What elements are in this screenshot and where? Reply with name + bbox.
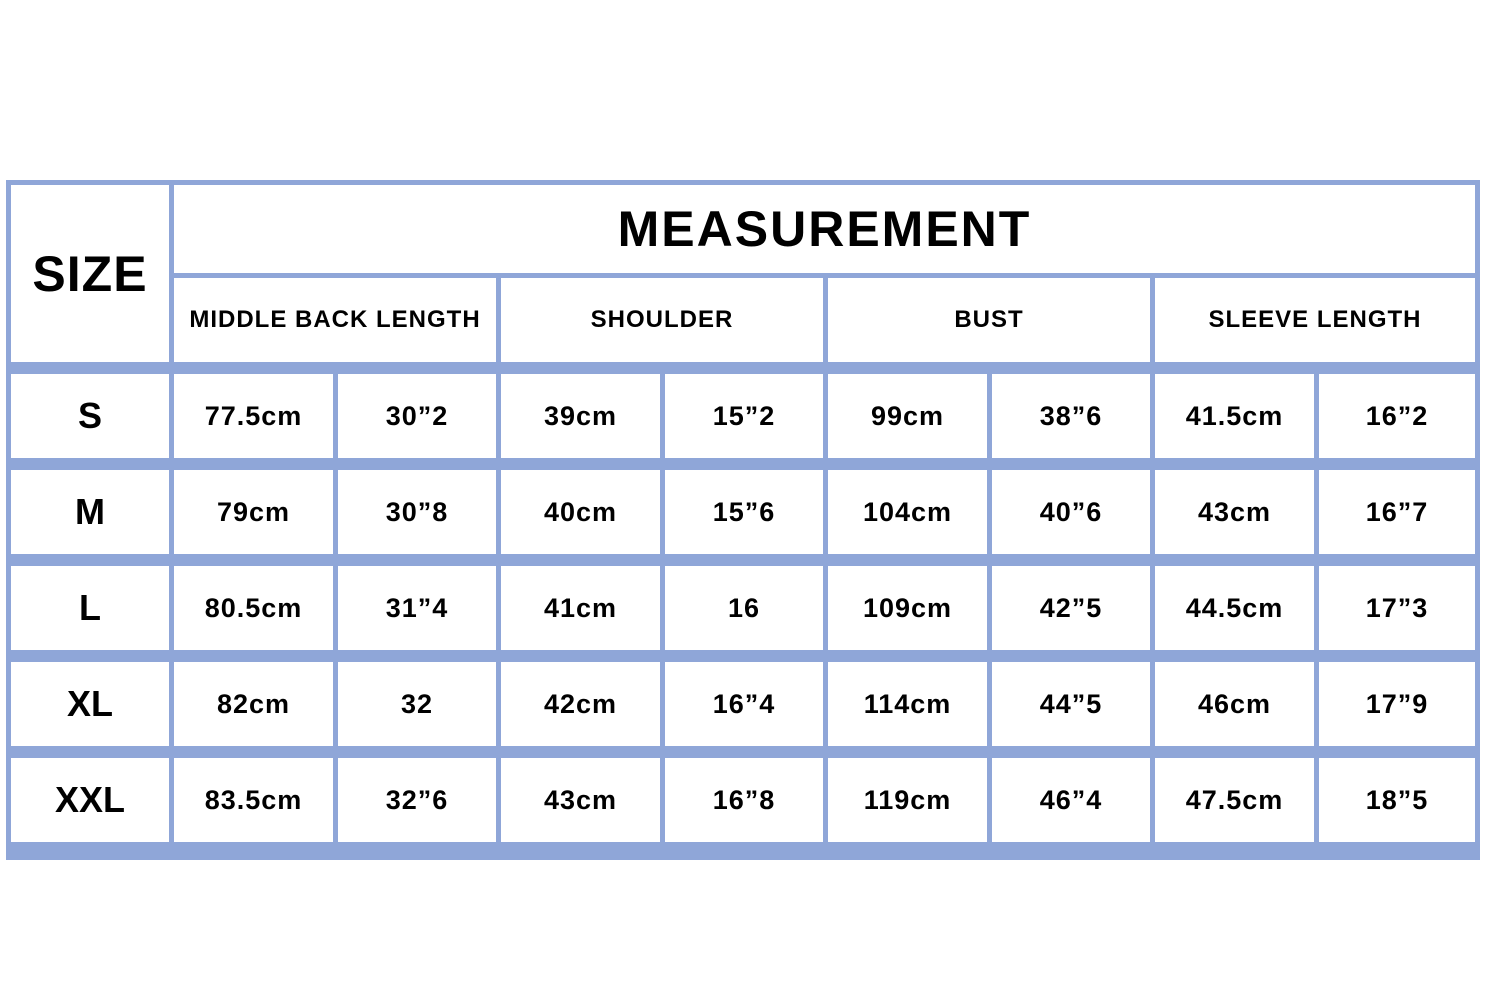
size-label-l: L <box>11 566 169 650</box>
measurement-cell: 16”4 <box>665 662 823 746</box>
size-label-s: S <box>11 374 169 458</box>
measurement-cell: 32 <box>338 662 496 746</box>
measurement-cell: 16 <box>665 566 823 650</box>
measurement-cell: 32”6 <box>338 758 496 842</box>
measurement-cell: 77.5cm <box>174 374 333 458</box>
column-header-bust: BUST <box>828 278 1150 362</box>
measurement-cell: 80.5cm <box>174 566 333 650</box>
column-header-sleeve-length: SLEEVE LENGTH <box>1155 278 1475 362</box>
column-header-shoulder: SHOULDER <box>501 278 823 362</box>
size-label-xl: XL <box>11 662 169 746</box>
measurement-cell: 30”2 <box>338 374 496 458</box>
measurement-cell: 42cm <box>501 662 660 746</box>
measurement-cell: 43cm <box>1155 470 1314 554</box>
measurement-cell: 46”4 <box>992 758 1150 842</box>
measurement-cell: 43cm <box>501 758 660 842</box>
measurement-cell: 31”4 <box>338 566 496 650</box>
measurement-cell: 17”9 <box>1319 662 1475 746</box>
measurement-cell: 83.5cm <box>174 758 333 842</box>
size-label-m: M <box>11 470 169 554</box>
size-measurement-table: SIZE MEASUREMENT MIDDLE BACK LENGTH SHOUL… <box>6 180 1480 860</box>
measurement-cell: 119cm <box>828 758 987 842</box>
measurement-cell: 104cm <box>828 470 987 554</box>
measurement-cell: 114cm <box>828 662 987 746</box>
measurement-title: MEASUREMENT <box>174 185 1475 273</box>
measurement-cell: 41.5cm <box>1155 374 1314 458</box>
measurement-cell: 44”5 <box>992 662 1150 746</box>
measurement-cell: 16”8 <box>665 758 823 842</box>
size-label-xxl: XXL <box>11 758 169 842</box>
measurement-cell: 40”6 <box>992 470 1150 554</box>
measurement-cell: 16”7 <box>1319 470 1475 554</box>
measurement-cell: 18”5 <box>1319 758 1475 842</box>
measurement-cell: 38”6 <box>992 374 1150 458</box>
measurement-cell: 109cm <box>828 566 987 650</box>
measurement-cell: 42”5 <box>992 566 1150 650</box>
measurement-cell: 79cm <box>174 470 333 554</box>
measurement-cell: 17”3 <box>1319 566 1475 650</box>
measurement-cell: 44.5cm <box>1155 566 1314 650</box>
measurement-cell: 30”8 <box>338 470 496 554</box>
measurement-cell: 40cm <box>501 470 660 554</box>
measurement-cell: 41cm <box>501 566 660 650</box>
measurement-cell: 82cm <box>174 662 333 746</box>
column-header-middle-back-length: MIDDLE BACK LENGTH <box>174 278 496 362</box>
measurement-cell: 15”2 <box>665 374 823 458</box>
measurement-cell: 47.5cm <box>1155 758 1314 842</box>
size-header: SIZE <box>11 185 169 362</box>
measurement-cell: 15”6 <box>665 470 823 554</box>
measurement-cell: 39cm <box>501 374 660 458</box>
measurement-cell: 46cm <box>1155 662 1314 746</box>
measurement-cell: 99cm <box>828 374 987 458</box>
measurement-cell: 16”2 <box>1319 374 1475 458</box>
